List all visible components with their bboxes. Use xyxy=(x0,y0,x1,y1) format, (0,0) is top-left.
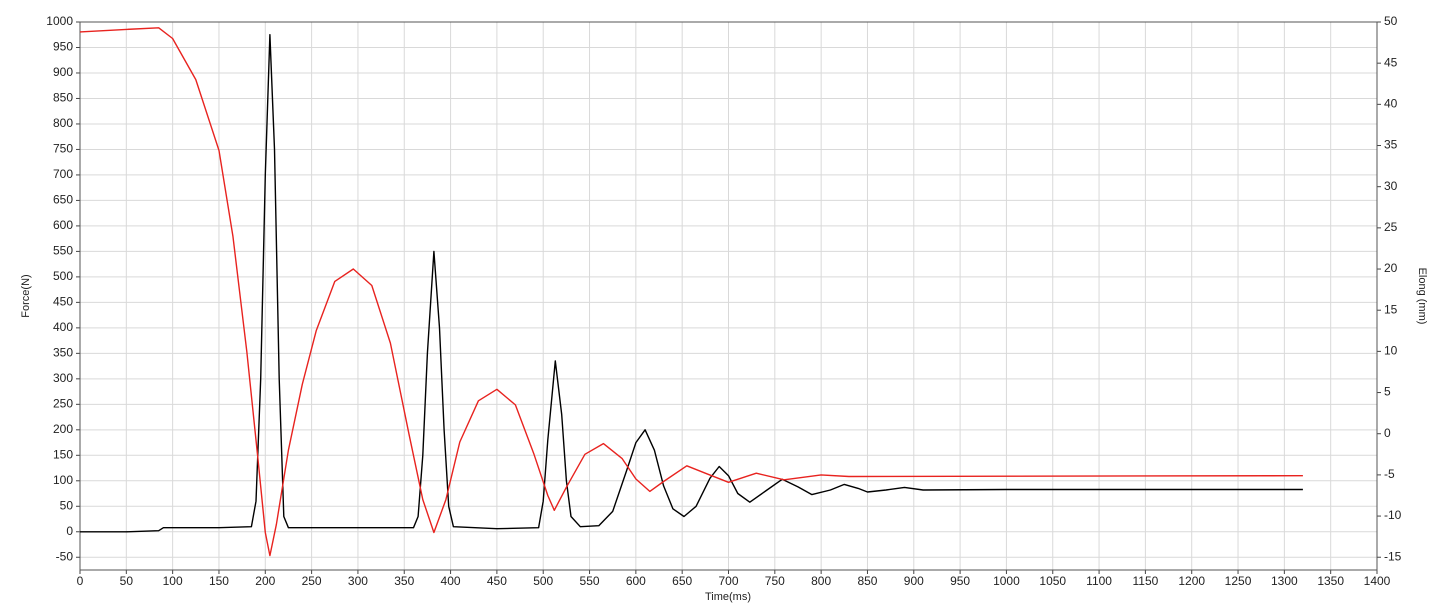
x-tick-label: 1250 xyxy=(1225,574,1252,588)
y-tick-label: 550 xyxy=(53,244,73,258)
y2-tick-label: 30 xyxy=(1384,179,1398,193)
y-tick-label: 600 xyxy=(53,218,73,232)
y-tick-label: 0 xyxy=(66,524,73,538)
y2-tick-label: -5 xyxy=(1384,467,1395,481)
y-tick-label: 300 xyxy=(53,371,73,385)
y-tick-label: 1000 xyxy=(46,14,73,28)
y2-tick-label: 40 xyxy=(1384,97,1398,111)
y-tick-label: 650 xyxy=(53,193,73,207)
x-tick-label: 1150 xyxy=(1132,574,1158,588)
y-tick-label: 500 xyxy=(53,269,73,283)
x-tick-label: 450 xyxy=(487,574,507,588)
y2-tick-label: 10 xyxy=(1384,344,1398,358)
y-tick-label: 700 xyxy=(53,167,73,181)
x-tick-label: 200 xyxy=(255,574,275,588)
y-tick-label: 100 xyxy=(53,473,73,487)
x-tick-label: 800 xyxy=(811,574,831,588)
x-tick-label: 550 xyxy=(580,574,600,588)
y2-tick-label: 15 xyxy=(1384,302,1398,316)
x-axis-label: Time(ms) xyxy=(705,591,751,603)
y-tick-label: 350 xyxy=(53,346,73,360)
x-tick-label: 1400 xyxy=(1364,574,1391,588)
x-tick-label: 900 xyxy=(904,574,924,588)
x-tick-label: 350 xyxy=(394,574,414,588)
x-tick-label: 600 xyxy=(626,574,646,588)
data-line xyxy=(80,34,1303,533)
x-tick-label: 850 xyxy=(857,574,877,588)
y-tick-label: 750 xyxy=(53,142,73,156)
plot-frame xyxy=(79,21,1378,571)
x-tick-label: 250 xyxy=(302,574,322,588)
x-tick-label: 0 xyxy=(77,574,84,588)
y-axis-label: Force(N) xyxy=(20,274,32,317)
y-tick-label: 50 xyxy=(60,498,74,512)
x-tick-label: 700 xyxy=(718,574,738,588)
x-tick-label: 500 xyxy=(533,574,553,588)
y-tick-label: -50 xyxy=(56,549,74,563)
x-tick-label: 300 xyxy=(348,574,368,588)
x-tick-label: 1100 xyxy=(1086,574,1112,588)
y2-axis-label: Elong (mm) xyxy=(1416,268,1428,325)
y2-tick-label: 45 xyxy=(1384,55,1398,69)
data-line xyxy=(79,27,1303,557)
y2-tick-label: 35 xyxy=(1384,138,1398,152)
y-tick-label: 900 xyxy=(53,65,73,79)
x-tick-label: 50 xyxy=(120,574,134,588)
y2-tick-label: -15 xyxy=(1384,549,1402,563)
x-tick-label: 1000 xyxy=(993,574,1020,588)
x-tick-label: 400 xyxy=(441,574,461,588)
x-tick-label: 100 xyxy=(163,574,183,588)
y-tick-label: 950 xyxy=(53,40,73,54)
y-tick-label: 150 xyxy=(53,447,73,461)
y-tick-label: 200 xyxy=(53,422,73,436)
x-tick-label: 1300 xyxy=(1271,574,1298,588)
x-tick-label: 1350 xyxy=(1317,574,1344,588)
x-tick-label: 1050 xyxy=(1039,574,1066,588)
y-tick-label: 450 xyxy=(53,295,73,309)
y2-tick-label: 0 xyxy=(1384,426,1391,440)
y2-tick-label: 25 xyxy=(1384,220,1398,234)
y2-tick-label: 5 xyxy=(1384,385,1391,399)
y-tick-label: 850 xyxy=(53,91,73,105)
x-tick-label: 150 xyxy=(209,574,229,588)
y-tick-label: 400 xyxy=(53,320,73,334)
y2-tick-label: 50 xyxy=(1384,14,1398,28)
y2-tick-label: 20 xyxy=(1384,261,1398,275)
x-tick-label: 750 xyxy=(765,574,785,588)
y2-tick-label: -10 xyxy=(1384,508,1402,522)
y-tick-label: 250 xyxy=(53,396,73,410)
x-tick-label: 650 xyxy=(672,574,692,588)
y-tick-label: 800 xyxy=(53,116,73,130)
x-tick-label: 1200 xyxy=(1178,574,1205,588)
x-tick-label: 950 xyxy=(950,574,970,588)
